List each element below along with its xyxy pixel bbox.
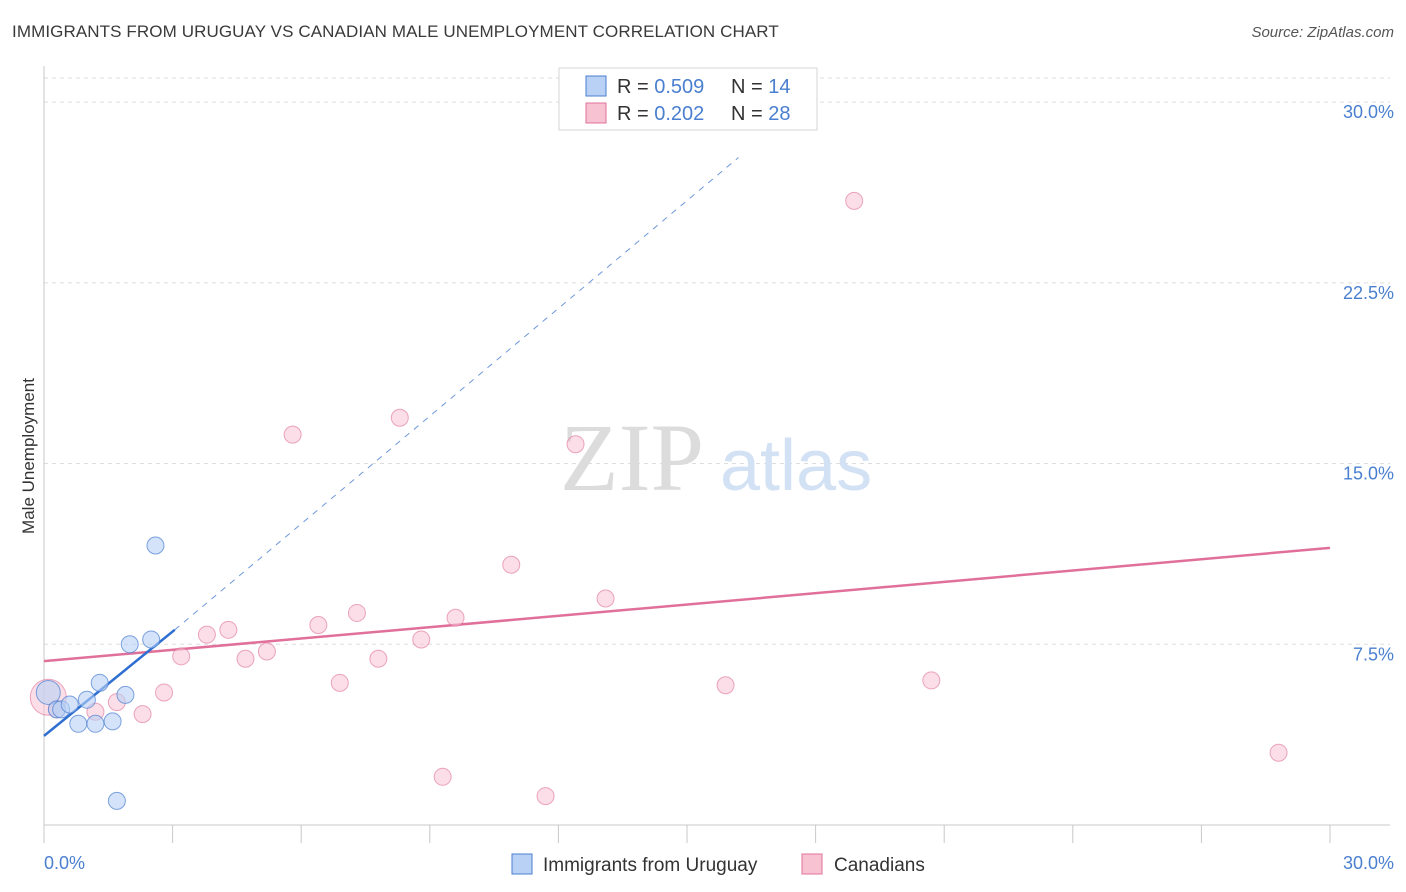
point-canadians-14	[347, 603, 366, 622]
legend-r-label-2: R =	[617, 103, 654, 125]
point-canadians-23	[596, 589, 615, 608]
point-uruguay-13	[146, 536, 165, 555]
point-canadians-5	[155, 683, 174, 702]
point-canadians-19	[446, 608, 465, 627]
legend-n-label-1: N =	[731, 76, 768, 98]
chart-source: Source: ZipAtlas.com	[1251, 24, 1394, 41]
series-legend-label-canadians: Canadians	[834, 855, 925, 876]
data-points	[29, 191, 1288, 810]
stats-legend: R = 0.509 N = 14 R = 0.202 N = 28	[558, 67, 818, 131]
point-canadians-7	[197, 625, 216, 644]
point-canadians-11	[283, 425, 302, 444]
point-canadians-18	[433, 767, 452, 786]
point-canadians-27	[1269, 743, 1288, 762]
chart-title: IMMIGRANTS FROM URUGUAY VS CANADIAN MALE…	[12, 22, 779, 41]
series-legend-swatch-canadians	[801, 853, 823, 875]
trend-line-uruguay-extended	[174, 157, 739, 631]
point-canadians-9	[236, 649, 255, 668]
y-axis-label: Male Unemployment	[19, 378, 38, 534]
point-canadians-15	[369, 649, 388, 668]
point-canadians-6	[172, 647, 191, 666]
point-uruguay-0	[35, 679, 61, 705]
point-canadians-26	[922, 671, 941, 690]
point-canadians-22	[566, 435, 585, 454]
point-uruguay-4	[69, 714, 88, 733]
point-uruguay-10	[116, 685, 135, 704]
point-uruguay-8	[103, 712, 122, 731]
point-uruguay-11	[120, 635, 139, 654]
axes	[43, 66, 1390, 843]
trend-line-canadians	[43, 546, 1331, 663]
y-tick-label-1: 15.0%	[1343, 464, 1394, 484]
point-canadians-20	[502, 555, 521, 574]
x-tick-label-0: 0.0%	[44, 853, 85, 873]
point-canadians-16	[390, 408, 409, 427]
legend-n-value-1: 14	[768, 76, 790, 98]
watermark: ZIP atlas	[560, 404, 872, 511]
svg-text:N = 14: N = 14	[731, 76, 791, 98]
svg-text:R = 0.509: R = 0.509	[617, 76, 704, 98]
y-tick-labels: 7.5% 15.0% 22.5% 30.0%	[1343, 102, 1394, 664]
svg-text:N = 28: N = 28	[731, 103, 791, 125]
point-uruguay-12	[142, 630, 161, 649]
x-tick-labels: 0.0% 30.0%	[44, 853, 1394, 873]
point-canadians-12	[309, 615, 328, 634]
point-canadians-25	[845, 191, 864, 210]
y-tick-label-3: 30.0%	[1343, 102, 1394, 122]
y-tick-label-0: 7.5%	[1353, 644, 1394, 664]
point-uruguay-3	[60, 695, 79, 714]
legend-swatch-pink	[585, 102, 607, 124]
legend-r-label-1: R =	[617, 76, 654, 98]
legend-r-value-1: 0.509	[654, 76, 704, 98]
watermark-zip: ZIP	[560, 404, 704, 511]
watermark-atlas: atlas	[720, 426, 872, 506]
legend-n-label-2: N =	[731, 103, 768, 125]
legend-n-value-2: 28	[768, 103, 790, 125]
point-uruguay-6	[86, 714, 105, 733]
svg-text:R = 0.202: R = 0.202	[617, 103, 704, 125]
series-legend-label-uruguay: Immigrants from Uruguay	[543, 855, 758, 876]
point-canadians-10	[257, 642, 276, 661]
point-uruguay-5	[77, 690, 96, 709]
y-tick-label-2: 22.5%	[1343, 283, 1394, 303]
point-canadians-8	[219, 620, 238, 639]
series-legend: Immigrants from Uruguay Canadians	[511, 853, 925, 876]
point-canadians-13	[330, 673, 349, 692]
point-canadians-17	[412, 630, 431, 649]
point-canadians-21	[536, 787, 555, 806]
point-uruguay-7	[90, 673, 109, 692]
legend-swatch-blue	[585, 75, 607, 97]
legend-r-value-2: 0.202	[654, 103, 704, 125]
point-uruguay-9	[107, 791, 126, 810]
x-tick-label-1: 30.0%	[1343, 853, 1394, 873]
point-canadians-24	[716, 676, 735, 695]
series-legend-swatch-uruguay	[511, 853, 533, 875]
point-canadians-4	[133, 705, 152, 724]
